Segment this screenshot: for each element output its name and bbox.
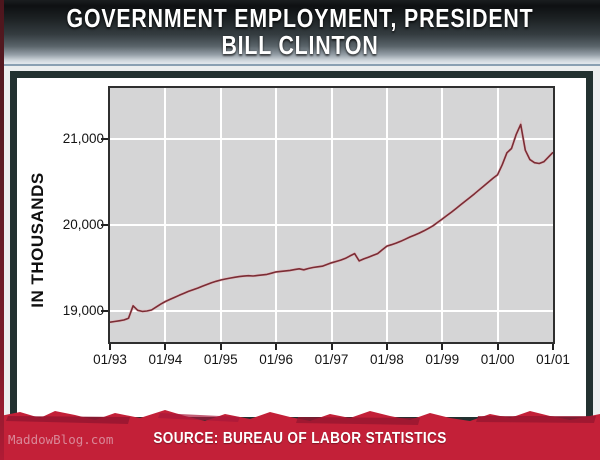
title-line-2: BILL CLINTON [221, 30, 379, 60]
y-tick-mark [101, 224, 108, 226]
torn-paper-edge [0, 410, 600, 460]
vertical-gridline [441, 88, 444, 342]
y-tick-label: 19,000 [62, 303, 104, 318]
x-tick-mark [496, 344, 499, 350]
y-tick-label: 21,000 [62, 131, 104, 146]
horizontal-gridline [110, 138, 553, 140]
x-tick-label: 01/96 [259, 352, 294, 367]
vertical-gridline [330, 88, 333, 342]
plot-area [108, 86, 555, 344]
employment-series-line [110, 123, 553, 323]
vertical-gridline [496, 88, 499, 342]
vertical-gridline [385, 88, 388, 342]
vertical-gridline [164, 88, 167, 342]
x-tick-mark [275, 344, 278, 350]
x-tick-label: 01/94 [148, 352, 183, 367]
x-tick-label: 01/99 [425, 352, 460, 367]
x-tick-mark [330, 344, 333, 350]
horizontal-gridline [110, 310, 553, 312]
x-tick-mark [109, 344, 111, 350]
x-tick-label: 01/01 [536, 352, 570, 367]
y-tick-mark [101, 310, 108, 312]
x-tick-label: 01/98 [369, 352, 404, 367]
x-tick-mark [385, 344, 388, 350]
x-tick-label: 01/97 [314, 352, 349, 367]
x-tick-mark [552, 344, 554, 350]
x-tick-label: 01/93 [93, 352, 127, 367]
vertical-gridline [275, 88, 278, 342]
y-tick-mark [101, 138, 108, 140]
x-tick-mark [219, 344, 222, 350]
employment-line-chart [110, 119, 553, 324]
x-tick-mark [164, 344, 167, 350]
vertical-gridline [219, 88, 222, 342]
horizontal-gridline [110, 224, 553, 226]
page-title: GOVERNMENT EMPLOYMENT, PRESIDENT BILL CL… [54, 5, 546, 59]
x-tick-mark [441, 344, 444, 350]
header-banner: GOVERNMENT EMPLOYMENT, PRESIDENT BILL CL… [0, 0, 600, 66]
watermark: MaddowBlog.com [8, 432, 114, 447]
y-tick-label: 20,000 [62, 217, 104, 232]
footer-banner: SOURCE: BUREAU OF LABOR STATISTICS Maddo… [0, 406, 600, 460]
x-tick-label: 01/95 [203, 352, 238, 367]
title-line-1: GOVERNMENT EMPLOYMENT, PRESIDENT [66, 3, 534, 33]
source-label: SOURCE: BUREAU OF LABOR STATISTICS [153, 430, 447, 447]
left-edge-strip [0, 0, 4, 460]
x-tick-label: 01/00 [480, 352, 515, 367]
